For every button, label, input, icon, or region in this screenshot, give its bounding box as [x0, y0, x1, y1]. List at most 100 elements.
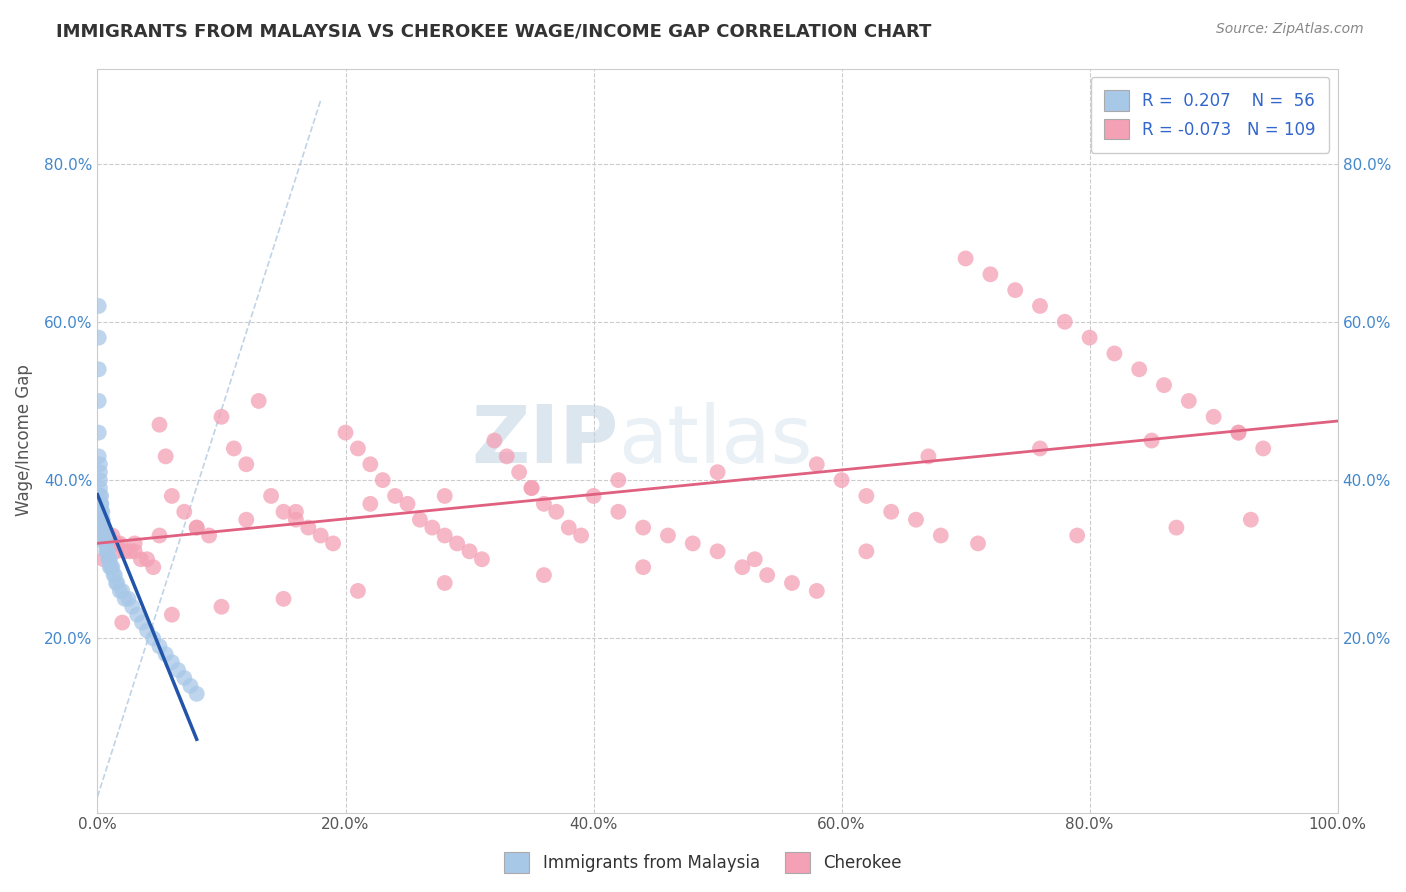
- Point: [347, 442, 370, 456]
- Point: [273, 591, 295, 606]
- Point: [731, 560, 754, 574]
- Point: [91, 520, 114, 534]
- Point: [87, 362, 110, 376]
- Point: [806, 457, 828, 471]
- Point: [87, 331, 110, 345]
- Point: [104, 568, 127, 582]
- Point: [533, 568, 555, 582]
- Point: [87, 425, 110, 440]
- Legend: Immigrants from Malaysia, Cherokee: Immigrants from Malaysia, Cherokee: [498, 846, 908, 880]
- Point: [90, 497, 112, 511]
- Text: IMMIGRANTS FROM MALAYSIA VS CHEROKEE WAGE/INCOME GAP CORRELATION CHART: IMMIGRANTS FROM MALAYSIA VS CHEROKEE WAG…: [56, 22, 932, 40]
- Point: [89, 489, 111, 503]
- Point: [917, 450, 939, 464]
- Point: [114, 544, 136, 558]
- Point: [148, 417, 170, 432]
- Point: [1078, 331, 1101, 345]
- Point: [101, 528, 124, 542]
- Point: [433, 489, 456, 503]
- Point: [186, 520, 208, 534]
- Point: [1029, 442, 1052, 456]
- Point: [780, 576, 803, 591]
- Point: [657, 528, 679, 542]
- Point: [90, 505, 112, 519]
- Point: [533, 497, 555, 511]
- Point: [607, 505, 630, 519]
- Point: [117, 591, 139, 606]
- Point: [558, 520, 581, 534]
- Point: [97, 552, 120, 566]
- Point: [955, 252, 977, 266]
- Point: [433, 576, 456, 591]
- Point: [105, 536, 128, 550]
- Point: [91, 513, 114, 527]
- Point: [297, 520, 319, 534]
- Point: [1251, 442, 1274, 456]
- Point: [87, 450, 110, 464]
- Point: [173, 505, 195, 519]
- Point: [880, 505, 903, 519]
- Point: [142, 560, 165, 574]
- Point: [103, 568, 125, 582]
- Point: [1166, 520, 1188, 534]
- Point: [904, 513, 927, 527]
- Point: [607, 473, 630, 487]
- Point: [569, 528, 592, 542]
- Point: [118, 544, 141, 558]
- Point: [93, 528, 115, 542]
- Point: [98, 560, 121, 574]
- Point: [631, 560, 654, 574]
- Point: [929, 528, 952, 542]
- Point: [97, 552, 120, 566]
- Point: [682, 536, 704, 550]
- Point: [1227, 425, 1250, 440]
- Point: [90, 489, 112, 503]
- Point: [93, 520, 115, 534]
- Point: [211, 409, 233, 424]
- Point: [222, 442, 245, 456]
- Point: [91, 505, 114, 519]
- Point: [114, 591, 136, 606]
- Point: [359, 457, 381, 471]
- Point: [93, 552, 115, 566]
- Point: [471, 552, 494, 566]
- Point: [967, 536, 990, 550]
- Point: [309, 528, 332, 542]
- Point: [124, 544, 146, 558]
- Point: [495, 450, 517, 464]
- Point: [855, 544, 877, 558]
- Point: [131, 615, 153, 630]
- Point: [235, 457, 257, 471]
- Point: [97, 528, 120, 542]
- Point: [198, 528, 221, 542]
- Point: [396, 497, 419, 511]
- Point: [186, 520, 208, 534]
- Text: ZIP: ZIP: [471, 401, 619, 480]
- Point: [284, 513, 307, 527]
- Point: [520, 481, 543, 495]
- Point: [409, 513, 432, 527]
- Point: [100, 560, 122, 574]
- Point: [89, 481, 111, 495]
- Point: [94, 536, 117, 550]
- Point: [186, 687, 208, 701]
- Point: [211, 599, 233, 614]
- Point: [160, 655, 183, 669]
- Point: [96, 536, 118, 550]
- Point: [1029, 299, 1052, 313]
- Point: [706, 544, 728, 558]
- Point: [322, 536, 344, 550]
- Point: [96, 536, 118, 550]
- Point: [101, 560, 124, 574]
- Point: [1053, 315, 1076, 329]
- Point: [420, 520, 443, 534]
- Point: [1178, 393, 1201, 408]
- Point: [1153, 378, 1175, 392]
- Point: [806, 583, 828, 598]
- Point: [173, 671, 195, 685]
- Point: [148, 640, 170, 654]
- Point: [335, 425, 357, 440]
- Point: [167, 663, 190, 677]
- Point: [1128, 362, 1150, 376]
- Point: [831, 473, 853, 487]
